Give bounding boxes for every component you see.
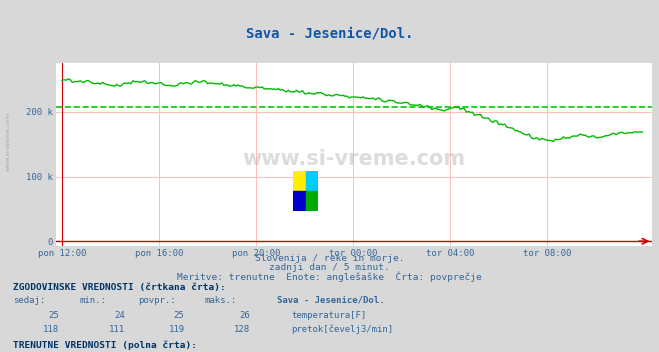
- Text: sedaj:: sedaj:: [13, 296, 45, 305]
- Text: 119: 119: [169, 325, 185, 334]
- Text: maks.:: maks.:: [204, 296, 237, 305]
- Text: Sava - Jesenice/Dol.: Sava - Jesenice/Dol.: [246, 26, 413, 40]
- Text: www.si-vreme.com: www.si-vreme.com: [243, 149, 466, 169]
- Text: zadnji dan / 5 minut.: zadnji dan / 5 minut.: [269, 263, 390, 272]
- Bar: [293, 191, 306, 211]
- Text: 25: 25: [174, 311, 185, 320]
- Text: 111: 111: [109, 325, 125, 334]
- Text: TRENUTNE VREDNOSTI (polna črta):: TRENUTNE VREDNOSTI (polna črta):: [13, 340, 197, 350]
- Text: min.:: min.:: [79, 296, 106, 305]
- Text: Sava - Jesenice/Dol.: Sava - Jesenice/Dol.: [277, 296, 384, 305]
- Text: www.si-vreme.com: www.si-vreme.com: [6, 111, 11, 171]
- Text: 26: 26: [240, 311, 250, 320]
- Text: 118: 118: [43, 325, 59, 334]
- Text: ZGODOVINSKE VREDNOSTI (črtkana črta):: ZGODOVINSKE VREDNOSTI (črtkana črta):: [13, 283, 226, 292]
- Text: Slovenija / reke in morje.: Slovenija / reke in morje.: [255, 254, 404, 263]
- Text: 128: 128: [235, 325, 250, 334]
- Text: povpr.:: povpr.:: [138, 296, 176, 305]
- Text: Meritve: trenutne  Enote: anglešaške  Črta: povprečje: Meritve: trenutne Enote: anglešaške Črta…: [177, 271, 482, 282]
- Text: pretok[čevelj3/min]: pretok[čevelj3/min]: [291, 325, 393, 334]
- Bar: [293, 171, 306, 191]
- Bar: [306, 171, 318, 191]
- Bar: [306, 191, 318, 211]
- Text: temperatura[F]: temperatura[F]: [291, 311, 366, 320]
- Text: 24: 24: [115, 311, 125, 320]
- Text: 25: 25: [49, 311, 59, 320]
